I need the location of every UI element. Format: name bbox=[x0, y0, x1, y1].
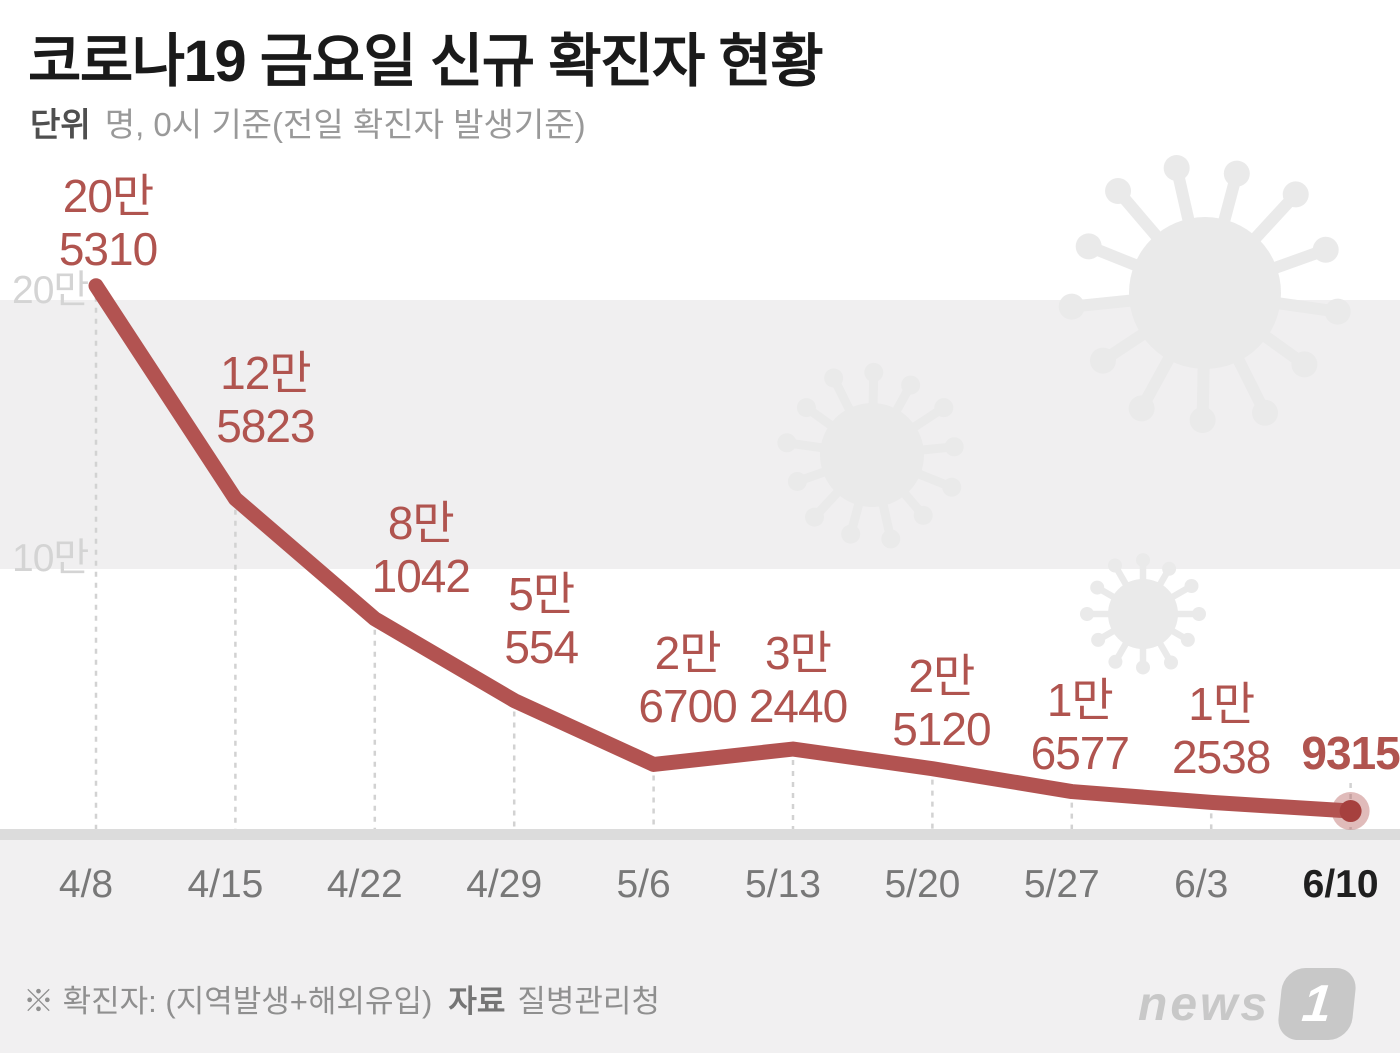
virus-spike-tip-icon bbox=[1163, 154, 1190, 181]
virus-spike-tip-icon bbox=[1128, 395, 1155, 422]
data-point-label: 1만 2538 bbox=[1111, 678, 1331, 784]
virus-spike-tip-icon bbox=[913, 505, 933, 525]
data-point-label: 5만 554 bbox=[431, 568, 651, 674]
data-point-label: 9315 bbox=[1241, 727, 1400, 780]
virus-spike-tip-icon bbox=[1282, 181, 1309, 208]
data-point-label-line: 3만 bbox=[765, 627, 832, 680]
virus-spike-tip-icon bbox=[777, 433, 797, 453]
virus-spike-tip-icon bbox=[1189, 407, 1216, 434]
unit-text: 명, 0시 기준(전일 확진자 발생기준) bbox=[104, 106, 586, 143]
data-point-label: 8만 1042 bbox=[311, 497, 531, 603]
virus-spike-tip-icon bbox=[1180, 632, 1195, 647]
virus-spike-tip-icon bbox=[824, 368, 844, 388]
data-point-label-line: 1만 bbox=[1046, 673, 1114, 726]
data-point-label-line: 5310 bbox=[58, 222, 158, 275]
page-title: 코로나19 금요일 신규 확진자 현황 bbox=[28, 29, 824, 94]
virus-spike-tip-icon bbox=[1075, 233, 1102, 260]
footnote-source: 질병관리청 bbox=[517, 984, 660, 1019]
virus-spike-tip-icon bbox=[864, 362, 884, 382]
x-tick-label: 5/20 bbox=[884, 863, 961, 906]
data-point-label: 3만 2440 bbox=[688, 627, 908, 733]
x-tick-label: 6/3 bbox=[1174, 863, 1229, 906]
logo-badge-1: 1 bbox=[1276, 968, 1358, 1040]
data-point-label: 2만 6700 bbox=[578, 627, 798, 733]
x-tick-label: 5/13 bbox=[745, 863, 821, 906]
y-tick-label: 10만 bbox=[12, 537, 89, 580]
x-tick-label-highlight: 6/10 bbox=[1302, 863, 1379, 906]
footer-background bbox=[0, 840, 1400, 1053]
virus-spike-tip-icon bbox=[1252, 399, 1279, 426]
data-line bbox=[88, 278, 1359, 819]
x-tick-label: 5/27 bbox=[1023, 863, 1100, 906]
data-point-label-line: 9315 bbox=[1301, 727, 1400, 780]
x-tick-label: 4/15 bbox=[187, 863, 264, 906]
virus-spike-tip-icon bbox=[1291, 351, 1318, 378]
virus-spike-tip-icon bbox=[796, 398, 816, 418]
virus-body-icon bbox=[1108, 579, 1178, 649]
data-point-label-line: 6577 bbox=[1030, 726, 1130, 779]
data-point-label-line: 2538 bbox=[1172, 731, 1271, 784]
virus-spike-tip-icon bbox=[1091, 632, 1106, 647]
data-point-label-line: 5만 bbox=[508, 567, 575, 620]
virus-spike-tip-icon bbox=[934, 398, 954, 418]
virus-spike-tip-icon bbox=[805, 507, 825, 527]
y-tick-label: 20만 bbox=[12, 269, 89, 312]
virus-spike-tip-icon bbox=[841, 524, 861, 544]
virus-spike-tip-icon bbox=[944, 437, 964, 457]
virus-spike-tip-icon bbox=[901, 375, 921, 395]
x-tick-label: 4/8 bbox=[58, 863, 114, 906]
subtitle: 단위 명, 0시 기준(전일 확진자 발생기준) bbox=[30, 98, 586, 146]
data-point-label: 20만 5310 bbox=[0, 170, 218, 276]
virus-spike-tip-icon bbox=[787, 471, 807, 491]
news1-logo: news 1 bbox=[1138, 968, 1358, 1040]
last-point-dot bbox=[1339, 800, 1362, 823]
virus-spike-tip-icon bbox=[1108, 558, 1122, 573]
virus-spike-tip-icon bbox=[1192, 607, 1206, 621]
data-point-label-line: 6700 bbox=[638, 680, 737, 733]
virus-spike-tip-icon bbox=[1162, 561, 1177, 576]
data-point-label-line: 5823 bbox=[216, 399, 315, 452]
data-point-label-line: 1042 bbox=[371, 549, 471, 602]
virus-body-icon bbox=[1129, 217, 1281, 369]
virus-spike-tip-icon bbox=[1136, 553, 1150, 568]
virus-spike-tip-icon bbox=[1105, 178, 1132, 205]
data-point-label-line: 1만 bbox=[1188, 678, 1255, 731]
virus-spike-tip-icon bbox=[1164, 655, 1178, 670]
virus-spike-tip-icon bbox=[1223, 160, 1250, 187]
virus-spike-tip-icon bbox=[1184, 579, 1199, 593]
data-point-label: 1만 6577 bbox=[970, 674, 1190, 780]
x-tick-label: 4/29 bbox=[466, 863, 543, 906]
virus-spike-tip-icon bbox=[1324, 298, 1351, 325]
x-tick-label: 5/6 bbox=[616, 863, 671, 906]
unit-label: 단위 bbox=[30, 106, 91, 143]
data-point-label-line: 12만 bbox=[220, 346, 312, 399]
footnote: ※ 확진자: (지역발생+해외유입) 자료 질병관리청 bbox=[23, 976, 660, 1021]
data-point-label-line: 5120 bbox=[892, 702, 991, 755]
data-point-label: 2만 5120 bbox=[831, 650, 1051, 756]
data-point-label-line: 554 bbox=[504, 620, 579, 673]
data-point-label-line: 2440 bbox=[748, 680, 848, 733]
data-point-label-line: 20만 bbox=[62, 169, 155, 222]
x-tick-label: 4/22 bbox=[326, 863, 403, 906]
data-point-label-line: 2만 bbox=[908, 649, 975, 702]
virus-spike-tip-icon bbox=[1058, 293, 1085, 320]
virus-spike-tip-icon bbox=[1090, 580, 1105, 595]
data-point-label: 12만 5823 bbox=[155, 347, 375, 453]
footnote-source-label: 자료 bbox=[448, 984, 506, 1019]
virus-spike-tip-icon bbox=[942, 477, 962, 497]
virus-spike-tip-icon bbox=[1136, 660, 1150, 675]
virus-spike-tip-icon bbox=[1108, 654, 1123, 669]
virus-body-icon bbox=[820, 403, 924, 507]
data-point-label-line: 2만 bbox=[654, 627, 722, 680]
virus-spike-tip-icon bbox=[1089, 347, 1116, 374]
logo-text: news bbox=[1138, 977, 1271, 1031]
virus-spike-tip-icon bbox=[881, 529, 901, 549]
virus-spike-tip-icon bbox=[1312, 236, 1339, 263]
x-axis-baseline bbox=[0, 829, 1400, 840]
footnote-note: ※ 확진자: (지역발생+해외유입) bbox=[23, 984, 433, 1019]
virus-spike-tip-icon bbox=[1080, 607, 1094, 621]
data-point-label-line: 8만 bbox=[387, 496, 455, 549]
